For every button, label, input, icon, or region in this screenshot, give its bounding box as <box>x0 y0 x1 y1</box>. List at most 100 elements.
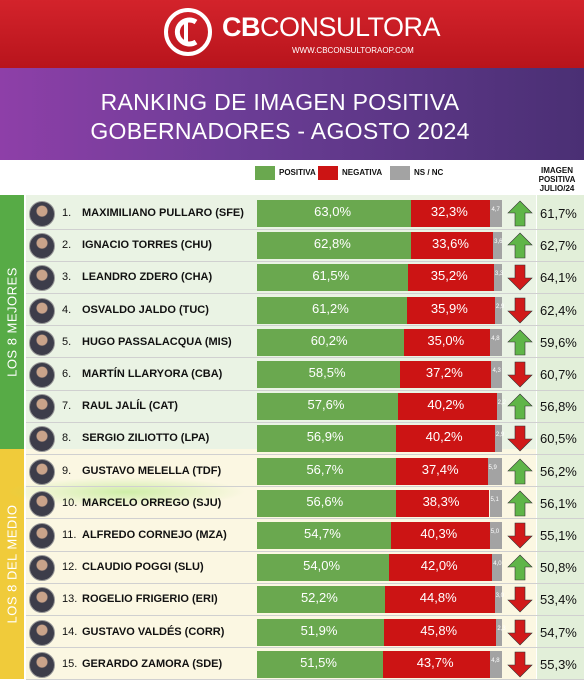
rank-number: 4. <box>62 303 72 316</box>
bar-ns-label: 4,8 <box>491 335 500 342</box>
row-separator <box>26 292 584 294</box>
bar-positive <box>257 232 411 260</box>
bar-ns <box>490 328 502 356</box>
previous-header-line-3: JULIO/24 <box>539 184 575 193</box>
chart-row: 12. CLAUDIO POGGI (SLU) 54,0% 42,0% 4,0 50,8% <box>0 552 584 582</box>
bar-ns-label: 5,1 <box>490 496 499 503</box>
governor-avatar <box>29 619 55 646</box>
governor-name: 7. RAUL JALÍL (CAT) <box>62 400 178 412</box>
row-separator <box>26 228 584 230</box>
rank-number: 2. <box>62 239 72 252</box>
bar-negative <box>384 618 497 646</box>
legend-label-ns: NS / NC <box>414 168 444 177</box>
previous-value: 62,4% <box>540 302 577 318</box>
row-separator <box>26 389 584 391</box>
governor-name: 10. MARCELO ORREGO (SJU) <box>62 497 221 509</box>
brand-name: CBCONSULTORA <box>222 12 441 42</box>
governor-avatar <box>29 555 55 582</box>
bar-ns-label: 4,7 <box>491 207 500 213</box>
previous-value: 54,7% <box>540 624 577 640</box>
bar-positive <box>257 296 407 324</box>
trend-up-icon <box>507 554 533 581</box>
bar-positive <box>257 522 391 549</box>
governor-avatar <box>29 233 55 260</box>
bar-negative <box>411 200 491 227</box>
trend-up-icon <box>507 490 533 517</box>
bar-positive-label: 62,8% <box>313 236 351 252</box>
legend: POSITIVA NEGATIVA NS / NC <box>0 164 530 182</box>
rank-number: 10. <box>62 496 78 509</box>
chart-row: 5. HUGO PASSALACQUA (MIS) 60,2% 35,0% 4,8 59,… <box>0 327 584 357</box>
row-separator <box>26 453 584 455</box>
bar-negative <box>395 489 490 517</box>
row-separator <box>26 325 584 327</box>
governor-avatar <box>29 201 55 227</box>
bar-negative-label: 38,3% <box>422 493 460 509</box>
previous-value: 56,8% <box>540 399 577 415</box>
bar-negative <box>396 425 495 453</box>
bar-negative-label: 40,3% <box>420 526 458 541</box>
chart-row: 11. ALFREDO CORNEJO (MZA) 54,7% 40,3% 5,0 55,… <box>0 520 584 550</box>
bar-ns <box>496 618 502 646</box>
trend-down-icon <box>507 587 533 613</box>
bar-ns <box>490 650 502 678</box>
bar-negative <box>398 393 497 421</box>
governor-name: 15. GERARDO ZAMORA (SDE) <box>62 658 222 670</box>
governor-name: 3. LEANDRO ZDERO (CHA) <box>62 271 212 283</box>
rank-number: 3. <box>62 271 72 284</box>
bar-negative-label: 37,4% <box>421 461 459 477</box>
bar-ns-label: 5,9 <box>488 464 497 471</box>
governor-name: 9. GUSTAVO MELELLA (TDF) <box>62 465 221 477</box>
trend-up-icon <box>507 200 533 227</box>
bar-negative-label: 45,8% <box>420 622 458 638</box>
governor-label: GUSTAVO MELELLA (TDF) <box>82 464 222 477</box>
chart-row: 3. LEANDRO ZDERO (CHA) 61,5% 35,2% 3,3 64,1% <box>0 262 584 292</box>
rank-number: 13. <box>62 593 78 606</box>
bar-negative-label: 33,6% <box>432 236 469 252</box>
row-separator <box>26 260 584 262</box>
bar-positive-label: 61,5% <box>312 268 350 284</box>
row-separator <box>26 614 584 616</box>
bar-ns <box>489 522 502 549</box>
bar-positive <box>257 200 412 227</box>
trend-down-icon <box>507 651 533 678</box>
legend-label-positive: POSITIVA <box>279 168 316 177</box>
bar-positive-label: 56,7% <box>306 461 344 477</box>
governor-label: IGNACIO TORRES (CHU) <box>82 239 212 252</box>
bar-ns <box>490 200 502 227</box>
bar-negative <box>407 264 494 292</box>
rank-number: 8. <box>62 432 72 445</box>
bar-positive-label: 57,6% <box>307 397 345 413</box>
chart-row: 2. IGNACIO TORRES (CHU) 62,8% 33,6% 3,6 62,7% <box>0 230 584 260</box>
trend-down-icon <box>507 265 533 291</box>
bar-negative-label: 32,3% <box>430 204 468 219</box>
previous-value: 61,7% <box>540 206 577 221</box>
chart-row: 8. SERGIO ZILIOTTO (LPA) 56,9% 40,2% 2,9 60,5… <box>0 423 584 453</box>
governor-label: MAXIMILIANO PULLARO (SFE) <box>82 207 244 219</box>
title-band: RANKING DE IMAGEN POSITIVA GOBERNADORES … <box>0 68 584 160</box>
cb-logo: CBCONSULTORA WWW.CBCONSULTORAOP.COM <box>162 6 441 62</box>
governor-avatar <box>29 426 55 453</box>
previous-value: 59,6% <box>540 334 577 350</box>
trend-up-icon <box>507 329 533 356</box>
bar-positive-label: 51,9% <box>300 622 338 638</box>
row-separator <box>26 421 584 423</box>
previous-value: 53,4% <box>540 592 577 608</box>
governor-label: MARCELO ORREGO (SJU) <box>82 496 222 509</box>
previous-value: 55,3% <box>540 656 577 672</box>
governor-name: 14. GUSTAVO VALDÉS (CORR) <box>62 626 224 638</box>
rank-number: 11. <box>62 529 77 541</box>
bar-ns <box>491 361 502 388</box>
bar-negative-label: 43,7% <box>416 654 454 670</box>
chart-row: 4. OSVALDO JALDO (TUC) 61,2% 35,9% 2,9 62,4% <box>0 295 584 325</box>
bar-negative <box>404 328 491 356</box>
governor-avatar <box>29 394 55 421</box>
bar-ns-label: 2,3 <box>497 625 506 632</box>
bar-ns-label: 4,0 <box>493 561 502 568</box>
bar-negative <box>395 457 488 485</box>
row-separator <box>26 357 584 359</box>
previous-value: 55,1% <box>540 528 577 543</box>
row-separator <box>26 647 584 649</box>
bar-negative-label: 35,9% <box>430 300 468 316</box>
legend-label-negative: NEGATIVA <box>342 168 383 177</box>
